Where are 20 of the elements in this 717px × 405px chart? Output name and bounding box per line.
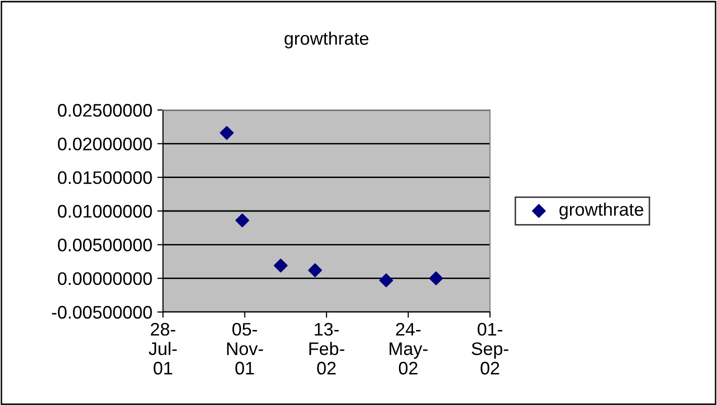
y-tick-label: 0.02500000 bbox=[58, 104, 152, 117]
y-tick-label: 0.00000000 bbox=[58, 272, 152, 286]
point bbox=[235, 214, 250, 228]
point bbox=[220, 126, 234, 140]
x-tick-label: 05- Nov- 01 bbox=[227, 322, 264, 375]
y-tick-label: 0.02000000 bbox=[58, 138, 152, 150]
x-tick-label: 24- May- 02 bbox=[390, 322, 428, 375]
point bbox=[429, 271, 443, 286]
legend-label: growthrate bbox=[559, 202, 644, 220]
x-tick-label: 01- Sep- 02 bbox=[472, 322, 508, 375]
y-tick-label: 0.01000000 bbox=[58, 204, 152, 218]
x-tick-label: 28- Jul- 01 bbox=[148, 322, 177, 375]
point bbox=[379, 273, 394, 288]
y-tick-label: 0.00500000 bbox=[58, 238, 152, 252]
y-tick-label: -0.00500000 bbox=[52, 306, 152, 319]
point bbox=[274, 258, 288, 272]
point bbox=[308, 263, 322, 278]
chart-title: growthrate bbox=[284, 32, 368, 48]
y-tick-label: 0.01500000 bbox=[58, 171, 152, 184]
x-tick-label: 13- Feb- 02 bbox=[309, 322, 344, 375]
